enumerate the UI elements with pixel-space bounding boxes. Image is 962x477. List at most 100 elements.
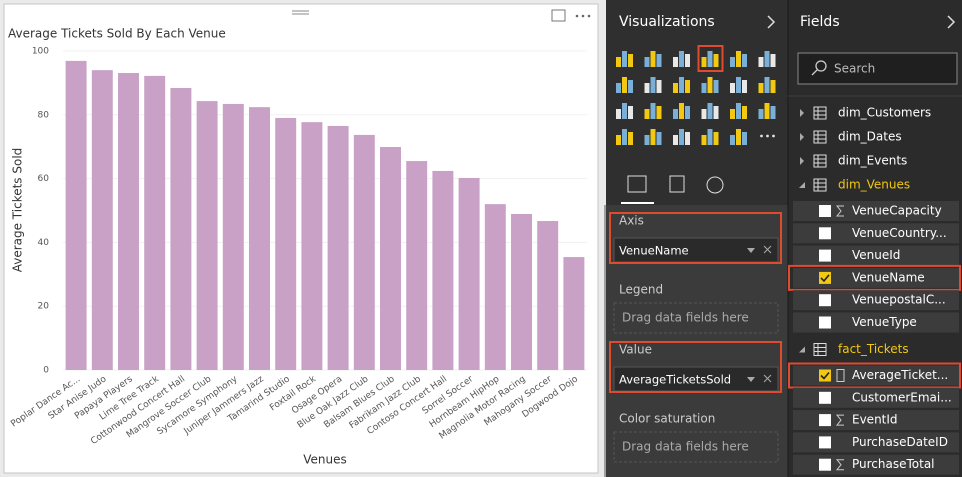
bar[interactable] [301,122,323,371]
visual-icon[interactable] [673,135,678,145]
field-name[interactable]: AverageTicket... [852,368,948,382]
bar[interactable] [118,73,139,371]
visual-icon[interactable] [707,103,713,119]
field-row[interactable] [793,201,959,221]
visual-icon[interactable] [616,57,621,67]
field-name[interactable]: VenueId [852,248,900,262]
visual-icon[interactable] [616,83,621,93]
bar[interactable] [144,75,166,370]
bar[interactable] [275,117,297,371]
table-name[interactable]: dim_Events [838,154,907,168]
visual-icon[interactable] [628,80,633,93]
dropdown-arrow[interactable] [747,377,755,382]
format-tab-icon[interactable] [669,175,685,193]
visual-icon[interactable] [644,83,650,93]
checkbox[interactable] [819,436,831,449]
table-name[interactable]: dim_Customers [838,106,931,120]
checkbox[interactable] [819,458,831,471]
visual-icon[interactable] [764,77,770,93]
visual-icon[interactable] [622,103,627,119]
bar[interactable] [196,101,218,370]
visual-icon[interactable] [650,129,656,145]
checkbox[interactable] [819,205,831,217]
visual-icon[interactable] [622,77,627,93]
collapsed-arrow[interactable] [800,109,804,117]
more-visuals[interactable] [766,134,769,138]
field-row[interactable] [793,312,959,333]
bar[interactable] [65,60,87,370]
analytics-tab-icon[interactable] [706,176,724,194]
field-name[interactable]: PurchaseTotal [852,457,935,471]
bar[interactable] [249,107,270,371]
visual-icon[interactable] [736,129,741,145]
visual-icon[interactable] [701,135,707,145]
search-box[interactable] [797,52,958,85]
expanded-arrow[interactable] [799,346,805,353]
visual-icon[interactable] [673,83,678,93]
visual-icon[interactable] [616,109,621,119]
bar[interactable] [537,221,559,370]
field-name[interactable]: VenueType [852,315,917,329]
visual-icon[interactable] [679,51,684,67]
visual-icon[interactable] [650,103,656,119]
visual-icon[interactable] [758,83,764,93]
field-name[interactable]: VenuepostalC... [852,293,946,307]
visual-icon[interactable] [622,51,627,67]
visual-icon[interactable] [685,132,690,145]
visual-icon[interactable] [644,109,650,119]
visual-icon[interactable] [685,54,690,67]
visual-icon[interactable] [685,80,690,93]
visual-icon[interactable] [707,77,713,93]
table-name[interactable]: dim_Dates [838,130,902,144]
visual-icon[interactable] [701,109,707,119]
visual-icon[interactable] [650,51,656,67]
collapsed-arrow[interactable] [800,133,804,141]
visual-icon[interactable] [673,57,678,67]
visual-icon[interactable] [764,51,770,67]
visual-icon[interactable] [742,132,747,145]
visual-icon[interactable] [701,83,707,93]
visual-icon[interactable] [730,83,735,93]
drop-zone[interactable] [613,302,779,334]
table-name[interactable]: fact_Tickets [838,342,909,356]
field-row[interactable] [793,454,959,475]
field-name[interactable]: EventId [852,413,898,427]
bar[interactable] [380,147,401,370]
field-name[interactable]: PurchaseDateID [852,435,948,449]
more-visuals[interactable] [760,134,763,138]
checkbox[interactable] [819,227,831,240]
visual-icon[interactable] [742,54,747,67]
visual-icon[interactable] [644,135,650,145]
bar[interactable] [327,125,349,370]
visual-icon[interactable] [673,109,678,119]
visual-icon[interactable] [628,106,633,119]
dropdown-arrow[interactable] [747,248,755,253]
more-visuals[interactable] [772,134,775,138]
remove-field[interactable] [763,245,772,254]
bar[interactable] [563,257,585,370]
checkbox[interactable] [819,414,831,427]
visual-icon[interactable] [736,77,741,93]
visual-icon[interactable] [713,106,719,119]
visual-icon[interactable] [713,80,719,93]
visual-icon[interactable] [707,51,713,67]
bar[interactable] [406,161,428,370]
visual-icon[interactable] [736,103,741,119]
visual-icon[interactable] [770,106,776,119]
collapse-chevron[interactable] [947,15,956,29]
visual-icon[interactable] [628,54,633,67]
visual-icon[interactable] [770,54,776,67]
fields-tab-icon[interactable] [627,175,647,193]
field-row[interactable] [793,387,959,408]
visual-icon[interactable] [770,80,776,93]
visual-icon[interactable] [679,103,684,119]
drop-zone[interactable] [613,431,779,463]
remove-field[interactable] [763,374,772,383]
visual-icon[interactable] [764,103,770,119]
visual-icon[interactable] [628,132,633,145]
visual-icon[interactable] [685,106,690,119]
checkbox-checked[interactable] [819,271,831,284]
field-row[interactable] [793,365,959,386]
more-options[interactable] [587,14,591,18]
field-name[interactable]: VenueName [852,270,925,284]
